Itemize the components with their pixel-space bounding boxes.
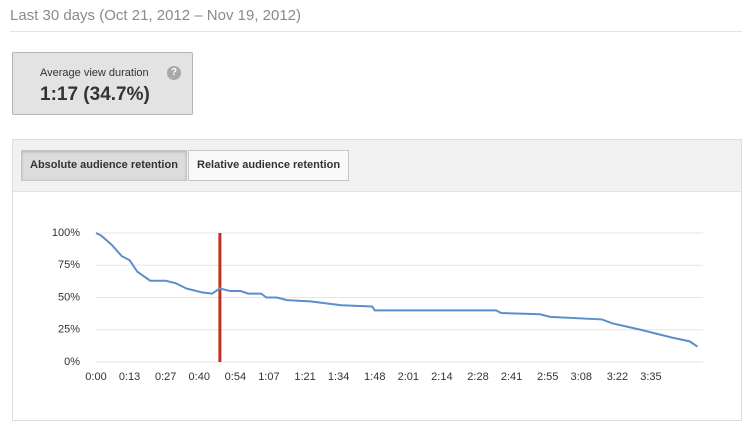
y-tick-label: 100% (52, 227, 80, 239)
y-tick-label: 0% (64, 356, 80, 368)
tab[interactable]: Absolute audience retention (21, 150, 187, 181)
x-tick-label: 1:07 (258, 371, 279, 383)
metric-card: Average view duration ? 1:17 (34.7%) (12, 52, 193, 115)
x-tick-label: 3:08 (571, 371, 592, 383)
page: Last 30 days (Oct 21, 2012 – Nov 19, 201… (10, 7, 742, 421)
x-tick-label: 0:54 (225, 371, 246, 383)
period: Last 30 days (Oct 21, 2012 – Nov 19, 201… (10, 7, 302, 24)
y-tick-label: 75% (58, 259, 80, 271)
y-tick-label: 25% (58, 324, 80, 336)
y-tick-label: 50% (58, 291, 80, 303)
retention-line (95, 232, 698, 348)
tab-bar: Absolute audience retention Relative aud… (13, 140, 741, 192)
x-tick-label: 1:34 (328, 371, 349, 383)
x-tick-label: 2:28 (467, 371, 488, 383)
metric-value: 1:17 (34.7%) (40, 84, 150, 105)
x-tick-label: 1:48 (364, 371, 385, 383)
divider (10, 31, 742, 32)
tab[interactable]: Relative audience retention (188, 150, 350, 181)
help-icon[interactable]: ? (167, 66, 181, 80)
x-tick-label: 0:13 (119, 371, 140, 383)
x-tick-label: 2:55 (537, 371, 558, 383)
x-tick-label: 2:41 (501, 371, 522, 383)
x-tick-label: 1:21 (294, 371, 315, 383)
x-tick-label: 2:14 (431, 371, 452, 383)
x-tick-label: 3:22 (607, 371, 628, 383)
x-tick-label: 2:01 (398, 371, 419, 383)
x-tick-label: 3:35 (640, 371, 661, 383)
x-tick-label: 0:27 (155, 371, 176, 383)
metric-label: Average view duration (40, 67, 149, 79)
x-tick-label: 0:00 (85, 371, 106, 383)
chart: 0% 25% 50% 75% 100% 0:00 0:13 0:27 0:40 0:54 1:07 1… (52, 227, 703, 383)
x-tick-label: 0:40 (189, 371, 210, 383)
chart-panel: Absolute audience retention Relative aud… (12, 139, 742, 421)
